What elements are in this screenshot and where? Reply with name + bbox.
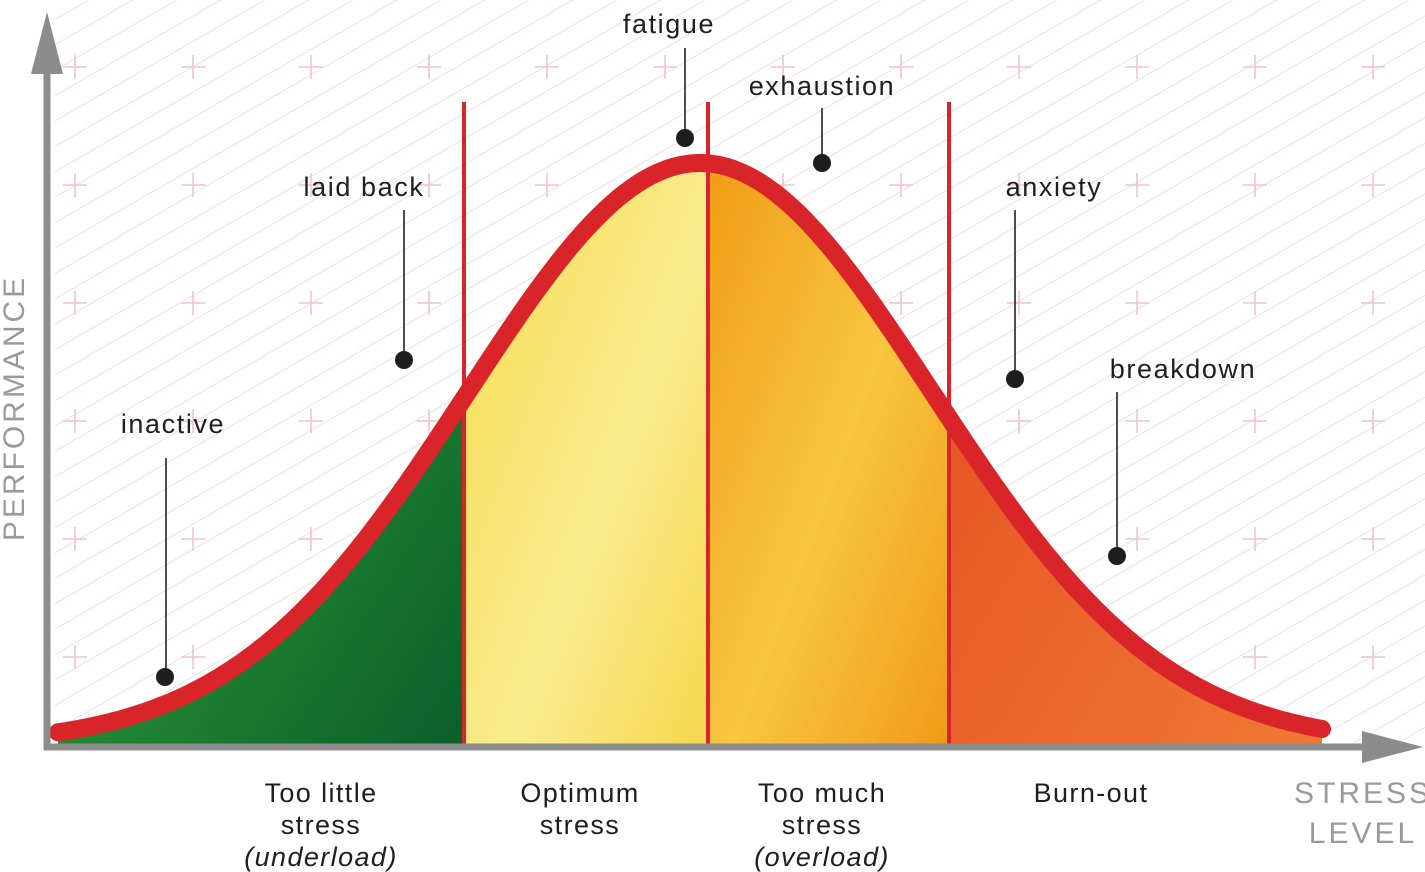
zone-underload-line1: Too little bbox=[264, 778, 377, 808]
zone-underload-line2: stress bbox=[281, 810, 361, 840]
axes bbox=[31, 12, 1423, 763]
marker-fatigue bbox=[676, 129, 694, 147]
marker-inactive bbox=[156, 668, 174, 686]
zone-burnout-line1: Burn-out bbox=[1034, 778, 1149, 808]
zone-overload-line2: stress bbox=[782, 810, 862, 840]
zone-overload-line1: Too much bbox=[758, 778, 886, 808]
label-inactive: inactive bbox=[121, 409, 225, 439]
marker-exhaustion bbox=[813, 154, 831, 172]
marker-breakdown bbox=[1108, 547, 1126, 565]
label-fatigue: fatigue bbox=[623, 9, 715, 39]
marker-anxiety bbox=[1006, 370, 1024, 388]
zone-underload-line3: (underload) bbox=[244, 842, 398, 872]
zone-optimum-line2: stress bbox=[540, 810, 620, 840]
y-axis-title: PERFORMANCE bbox=[0, 275, 31, 541]
performance-curve bbox=[49, 154, 1331, 742]
zone-captions: Too little stress (underload) Optimum st… bbox=[244, 778, 1149, 872]
x-axis-title-line1: STRESS bbox=[1294, 777, 1425, 810]
label-breakdown: breakdown bbox=[1110, 354, 1257, 384]
y-axis-arrow-icon bbox=[31, 12, 63, 74]
x-axis-title-line2: LEVEL bbox=[1309, 817, 1417, 850]
annotation-leaders bbox=[165, 48, 1118, 676]
zone-overload-line3: (overload) bbox=[754, 842, 890, 872]
marker-laid-back bbox=[395, 351, 413, 369]
label-anxiety: anxiety bbox=[1006, 172, 1103, 202]
zone-optimum-line1: Optimum bbox=[520, 778, 639, 808]
x-axis-arrow-icon bbox=[1362, 731, 1423, 763]
label-laid-back: laid back bbox=[304, 172, 425, 202]
label-exhaustion: exhaustion bbox=[749, 71, 896, 101]
annotation-markers bbox=[156, 129, 1126, 686]
